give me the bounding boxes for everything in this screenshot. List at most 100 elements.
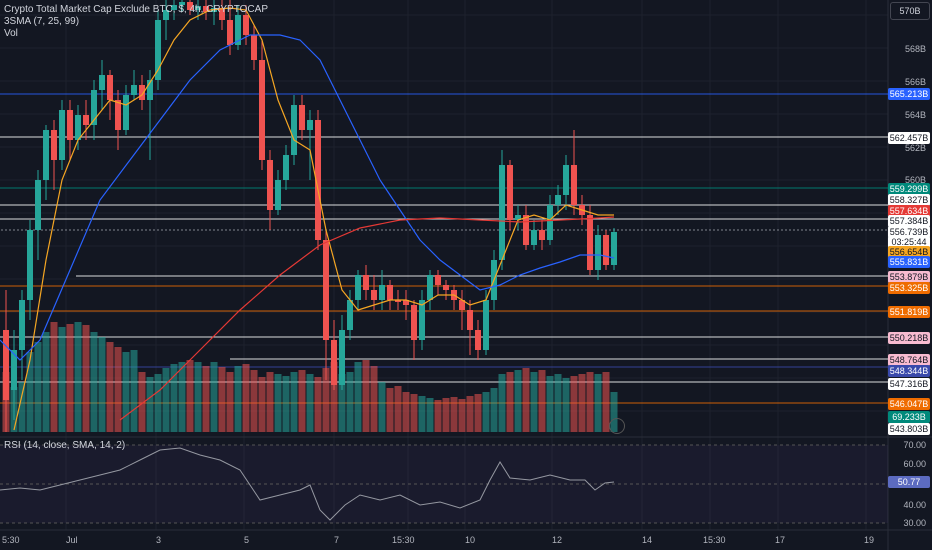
volume-bar bbox=[178, 362, 186, 432]
price-label: 556.739B bbox=[888, 226, 930, 238]
volume-bar bbox=[50, 322, 58, 432]
volume-bar bbox=[226, 372, 234, 432]
volume-bar bbox=[554, 374, 562, 432]
price-label: 546.047B bbox=[888, 398, 930, 410]
candle-body bbox=[531, 230, 537, 245]
volume-bar bbox=[266, 372, 274, 432]
candle-body bbox=[291, 105, 297, 155]
volume-bar bbox=[282, 376, 290, 432]
candle-body bbox=[307, 120, 313, 130]
volume-bar bbox=[242, 364, 250, 432]
price-label: 555.831B bbox=[888, 256, 930, 268]
candle-body bbox=[555, 195, 561, 205]
candle-body bbox=[27, 230, 33, 300]
candle-body bbox=[571, 165, 577, 205]
candle-body bbox=[171, 5, 177, 10]
volume-bar bbox=[306, 374, 314, 432]
volume-bar bbox=[482, 392, 490, 432]
candle-body bbox=[419, 300, 425, 340]
price-label: 03:25:44 bbox=[888, 236, 930, 248]
time-tick: 7 bbox=[334, 535, 340, 545]
volume-bar bbox=[66, 324, 74, 432]
volume-bar bbox=[42, 332, 50, 432]
volume-bar bbox=[570, 376, 578, 432]
chart-legend: Crypto Total Market Cap Exclude BTC, $, … bbox=[4, 4, 268, 40]
price-scale-button[interactable]: 570B bbox=[890, 2, 930, 20]
sma-legend[interactable]: 3SMA (7, 25, 99) bbox=[4, 16, 80, 27]
symbol-title[interactable]: Crypto Total Market Cap Exclude BTC, $, … bbox=[4, 4, 268, 15]
candle-body bbox=[339, 330, 345, 385]
volume-bar bbox=[330, 362, 338, 432]
sma25-line bbox=[0, 34, 615, 361]
price-label: 562.457B bbox=[888, 132, 930, 144]
candle-body bbox=[35, 180, 41, 230]
candle-body bbox=[19, 300, 25, 350]
volume-bar bbox=[530, 372, 538, 432]
candle-body bbox=[267, 160, 273, 210]
time-tick: 5:30 bbox=[2, 535, 20, 545]
price-label: 550.218B bbox=[888, 332, 930, 344]
volume-bar bbox=[154, 374, 162, 432]
candle-body bbox=[75, 115, 81, 140]
volume-bar bbox=[58, 327, 66, 432]
volume-bar bbox=[346, 372, 354, 432]
candle-body bbox=[59, 110, 65, 160]
volume-bar bbox=[498, 374, 506, 432]
candle-body bbox=[427, 275, 433, 300]
volume-bar bbox=[34, 342, 42, 432]
rsi-legend[interactable]: RSI (14, close, SMA, 14, 2) bbox=[4, 440, 126, 451]
candle-body bbox=[475, 330, 481, 350]
price-label: 551.819B bbox=[888, 306, 930, 318]
candle-body bbox=[283, 155, 289, 180]
rsi-tick: 30.00 bbox=[903, 518, 926, 528]
candle-body bbox=[67, 110, 73, 140]
volume-bar bbox=[314, 377, 322, 432]
time-tick: 12 bbox=[552, 535, 563, 545]
candle-body bbox=[107, 75, 113, 100]
time-tick: 17 bbox=[775, 535, 786, 545]
candle-body bbox=[51, 130, 57, 160]
price-label: 548.344B bbox=[888, 365, 930, 377]
volume-bar bbox=[114, 347, 122, 432]
candle-body bbox=[275, 180, 281, 210]
volume-bar bbox=[394, 386, 402, 432]
flash-icon[interactable] bbox=[609, 418, 625, 434]
price-label: 548.764B bbox=[888, 354, 930, 366]
candle-body bbox=[131, 85, 137, 95]
volume-bar bbox=[322, 368, 330, 432]
volume-bar bbox=[362, 360, 370, 432]
candle-body bbox=[187, 2, 193, 10]
price-label: 557.634B bbox=[888, 205, 930, 217]
rsi-tick: 60.00 bbox=[903, 459, 926, 469]
time-tick: Jul bbox=[66, 535, 78, 545]
candle-body bbox=[323, 240, 329, 340]
price-tick: 568B bbox=[904, 44, 926, 54]
candle-body bbox=[443, 285, 449, 290]
volume-bar bbox=[338, 374, 346, 432]
candle-body bbox=[179, 2, 185, 5]
volume-bar bbox=[202, 366, 210, 432]
volume-bar bbox=[130, 350, 138, 432]
time-tick: 15:30 bbox=[392, 535, 415, 545]
rsi-tick: 70.00 bbox=[903, 440, 926, 450]
volume-bar bbox=[122, 352, 130, 432]
volume-bar bbox=[138, 372, 146, 432]
candle-body bbox=[611, 232, 617, 265]
candle-body bbox=[603, 235, 609, 265]
volume-bar bbox=[458, 399, 466, 432]
volume-bar bbox=[410, 394, 418, 432]
volume-bar bbox=[586, 372, 594, 432]
candle-body bbox=[395, 300, 401, 302]
vol-legend[interactable]: Vol bbox=[4, 28, 18, 39]
candle-body bbox=[387, 285, 393, 300]
time-tick: 15:30 bbox=[703, 535, 726, 545]
rsi-pane bbox=[0, 444, 888, 524]
candle-body bbox=[563, 165, 569, 195]
candle-body bbox=[203, 6, 209, 12]
price-label: 547.316B bbox=[888, 378, 930, 390]
time-tick: 19 bbox=[864, 535, 875, 545]
candle-body bbox=[227, 20, 233, 45]
candle-body bbox=[315, 120, 321, 240]
volume-bar bbox=[522, 368, 530, 432]
